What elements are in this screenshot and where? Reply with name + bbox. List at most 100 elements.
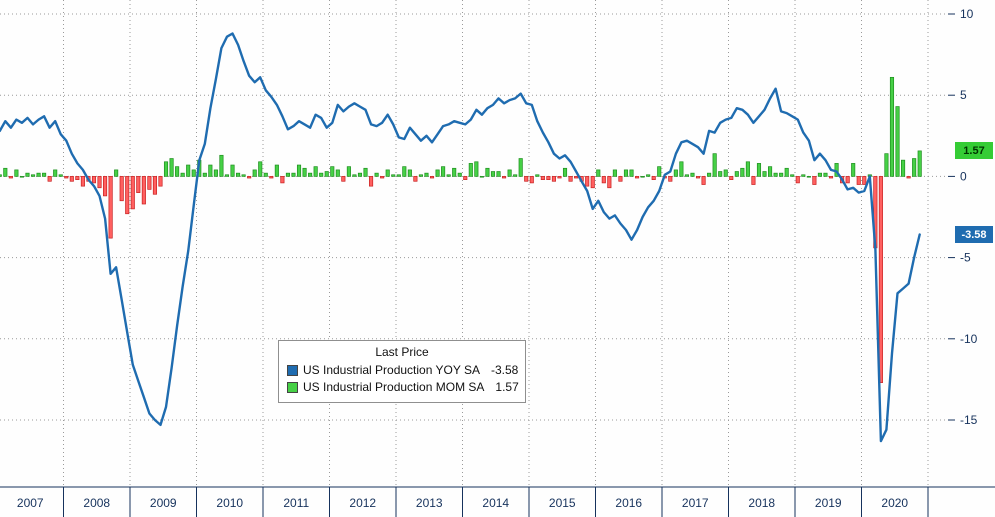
mom-bar-positive [784, 167, 789, 177]
mom-bar-negative [125, 176, 130, 215]
mom-bar-negative [695, 176, 701, 179]
mom-bar-positive [623, 169, 629, 177]
mom-bar-positive [485, 167, 490, 177]
mom-bar-positive [917, 150, 922, 177]
mom-bar-positive [418, 174, 423, 177]
legend-yoy-value: -3.58 [490, 363, 519, 377]
mom-bar-positive [684, 174, 689, 177]
y-tick-label: -5 [960, 251, 971, 265]
mom-bar-positive [673, 169, 678, 177]
mom-bar-positive [308, 172, 313, 177]
mom-bar-positive [612, 169, 617, 177]
mom-bar-negative [607, 176, 612, 189]
x-year-label: 2020 [881, 496, 908, 510]
mom-bar-negative [136, 176, 141, 193]
mom-bar-negative [729, 176, 734, 180]
mom-bar-negative [529, 176, 534, 184]
mom-bar-negative [845, 176, 850, 184]
mom-bar-positive [285, 172, 290, 177]
mom-bar-positive [114, 169, 119, 177]
y-tick-label: 0 [960, 169, 967, 183]
x-year-label: 2011 [283, 496, 309, 510]
mom-bar-negative [413, 176, 418, 182]
mom-bar-positive [424, 172, 429, 177]
mom-bar-negative [828, 176, 834, 179]
mom-bar-positive [163, 161, 169, 177]
mom-bar-positive [374, 172, 379, 177]
mom-bar-positive [402, 166, 407, 177]
mom-bar-positive [3, 167, 8, 177]
mom-bar-positive [274, 164, 279, 177]
mom-bar-negative [280, 176, 285, 184]
mom-bar-negative [906, 176, 911, 179]
mom-bar-positive [296, 164, 302, 177]
mom-bar-negative [812, 176, 817, 185]
mom-bars-group [0, 76, 922, 383]
mom-bar-negative [380, 176, 385, 179]
mom-bar-negative [551, 176, 556, 182]
legend-mom-label: US Industrial Production MOM SA [303, 380, 485, 394]
mom-bar-negative [590, 176, 595, 189]
mom-bar-positive [851, 163, 856, 177]
x-axis-band: 2007 2008 2009 2010 2011 2012 2013 2014 2015 2016… [0, 486, 995, 517]
mom-bar-negative [574, 176, 579, 179]
mom-bar-positive [407, 169, 412, 177]
mom-bar-negative [119, 176, 124, 202]
mom-bar-positive [441, 166, 446, 177]
mom-bar-positive [806, 176, 811, 178]
legend-yoy-label: US Industrial Production YOY SA [303, 363, 480, 377]
x-year-label: 2010 [216, 496, 243, 510]
mom-bar-negative [751, 176, 756, 185]
x-year-label: 2012 [349, 496, 376, 510]
mom-bar-positive [468, 163, 473, 177]
mom-bar-positive [186, 164, 191, 177]
x-year-label: 2016 [615, 496, 642, 510]
mom-bar-positive [241, 174, 246, 177]
mom-bar-positive [25, 172, 30, 177]
mom-bar-positive [723, 169, 728, 177]
mom-bar-negative [524, 176, 529, 182]
mom-bar-positive [324, 171, 329, 177]
mom-bar-positive [496, 171, 501, 177]
mom-bar-positive [823, 172, 828, 177]
mom-bar-positive [213, 169, 218, 177]
mom-bar-positive [357, 172, 363, 177]
mom-bar-negative [80, 176, 85, 187]
mom-bar-positive [396, 174, 401, 177]
mom-bar-positive [596, 169, 601, 177]
mom-bar-negative [247, 176, 252, 179]
mom-bar-positive [191, 169, 196, 177]
x-year-label: 2018 [748, 496, 775, 510]
mom-bar-positive [679, 161, 684, 177]
mom-bar-positive [756, 163, 762, 177]
mom-bar-negative [701, 176, 706, 185]
mom-bar-negative [47, 176, 52, 182]
mom-bar-positive [302, 167, 307, 177]
mom-bar-positive [629, 169, 634, 177]
mom-bar-negative [97, 176, 102, 189]
mom-bar-positive [230, 164, 235, 177]
mom-bar-positive [718, 171, 723, 177]
mom-bar-negative [557, 176, 562, 179]
mom-bar-positive [175, 166, 180, 177]
x-year-label: 2017 [682, 496, 709, 510]
mom-bar-positive [330, 166, 335, 177]
mom-bar-positive [19, 176, 24, 178]
mom-bar-positive [202, 172, 207, 177]
x-year-label: 2008 [83, 496, 110, 510]
mom-bar-positive [474, 161, 479, 177]
mom-bar-positive [36, 172, 41, 177]
mom-bar-positive [291, 172, 296, 177]
mom-bar-positive [363, 167, 368, 177]
x-year-label: 2007 [17, 496, 44, 510]
mom-bar-positive [14, 169, 19, 177]
mom-bar-negative [668, 176, 673, 182]
mom-bar-positive [562, 167, 568, 177]
mom-bar-positive [884, 153, 889, 177]
mom-bar-negative [618, 176, 623, 182]
mom-bar-negative [795, 176, 800, 184]
mom-bar-negative [64, 176, 69, 179]
mom-bar-positive [385, 169, 390, 177]
x-year-label: 2013 [416, 496, 443, 510]
